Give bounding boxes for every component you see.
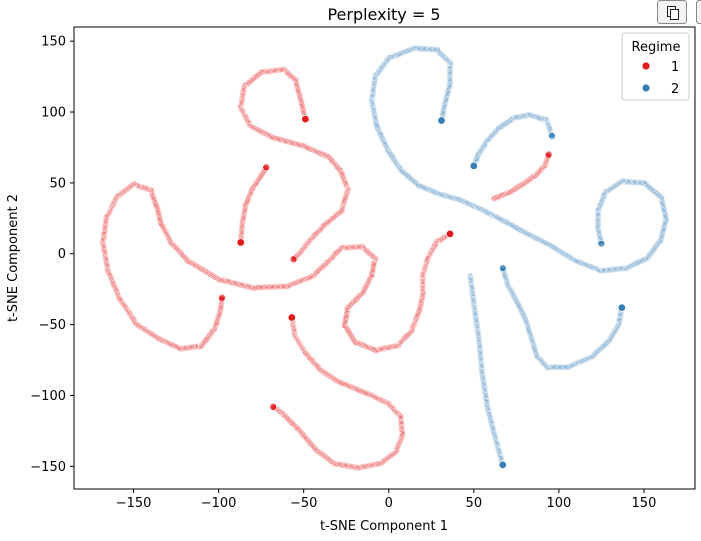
x-tick-label: −100 [201,496,237,511]
y-tick-label: 100 [41,106,66,121]
highlight-point-regime-1 [236,238,245,247]
chart-title: Perplexity = 5 [327,5,440,24]
y-tick-label: 50 [49,176,66,191]
data-point-regime-1 [269,402,278,411]
legend-label-1: 1 [671,60,679,75]
highlight-point-regime-2 [437,116,446,125]
y-tick-label: 0 [58,247,66,262]
x-tick-label: −50 [290,496,317,511]
x-tick-label: −150 [116,496,152,511]
more-button[interactable] [696,0,701,24]
y-tick-label: −50 [39,318,66,333]
y-axis-ticks: −150 −100 −50 0 50 100 150 [30,35,74,475]
legend-label-2: 2 [671,82,679,97]
plot-frame [73,26,696,490]
legend-marker-2 [641,83,651,93]
legend-title: Regime [632,40,681,55]
x-axis-ticks: −150 −100 −50 0 50 100 150 [116,489,657,511]
copy-icon [667,6,679,20]
y-tick-label: −100 [30,389,66,404]
highlight-point-regime-1 [287,313,296,322]
data-point-regime-2 [597,239,606,248]
highlight-point-regime-2 [469,161,479,171]
y-tick-label: −150 [30,460,66,475]
x-axis-label: t-SNE Component 1 [320,519,448,534]
legend-marker-1 [641,61,651,71]
highlight-point-regime-1 [445,229,455,239]
data-point-regime-2 [548,132,557,141]
legend-box [621,32,690,101]
x-tick-label: 0 [385,496,393,511]
highlight-point-regime-2 [617,303,627,312]
legend: Regime 1 2 [621,32,690,101]
highlight-point-regime-2 [498,460,507,470]
highlight-point-regime-1 [301,114,310,124]
x-tick-label: 150 [632,496,657,511]
scatter-points-layer [98,44,671,472]
y-axis-label: t-SNE Component 2 [6,194,21,322]
data-point-regime-1 [218,293,226,302]
data-point-regime-1 [262,163,271,172]
data-point-regime-1 [289,255,298,264]
x-tick-label: 50 [466,496,483,511]
data-point-regime-2 [498,263,507,272]
y-tick-label: 150 [41,35,66,50]
copy-button[interactable] [657,0,687,24]
data-point-regime-1 [544,150,553,159]
x-tick-label: 100 [546,496,571,511]
